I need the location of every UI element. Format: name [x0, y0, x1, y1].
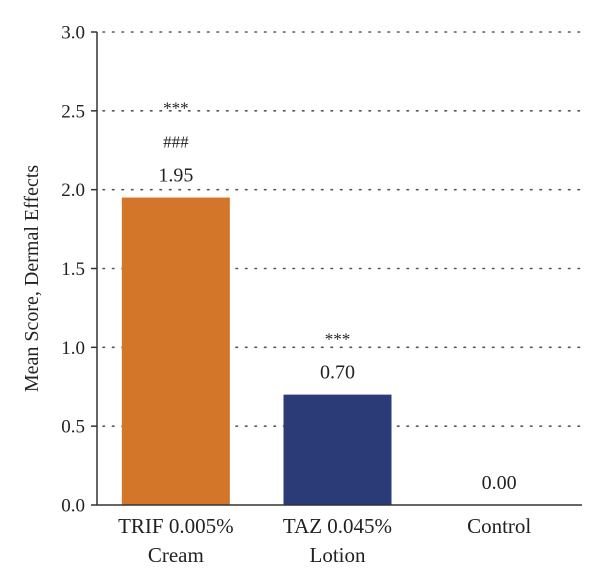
y-tick-label: 3.0: [61, 23, 85, 44]
x-tick-label: Control: [467, 514, 531, 538]
grid-lines: [102, 31, 583, 427]
x-tick-label: Lotion: [310, 543, 366, 567]
x-tick-label: TAZ 0.045%: [283, 514, 392, 538]
data-label: 1.95: [158, 165, 193, 187]
value-labels: 1.95 ### *** 0.70 *** 0.00: [158, 99, 516, 494]
data-label: 0.00: [482, 472, 517, 494]
significance-annotation: ***: [325, 330, 351, 349]
bar: [283, 394, 392, 505]
x-tick-label: TRIF 0.005%: [118, 514, 234, 538]
y-tick-label: 1.0: [61, 338, 85, 359]
y-tick-label: 2.5: [61, 101, 85, 122]
data-label: 0.70: [320, 362, 355, 384]
y-tick-label: 1.5: [61, 259, 85, 280]
y-tick-label: 0.5: [61, 417, 85, 438]
y-axis-label: Mean Score, Dermal Effects: [21, 165, 43, 393]
bar: [121, 197, 230, 506]
y-tick-label: 0.0: [61, 496, 85, 517]
x-axis-labels: TRIF 0.005% Cream TAZ 0.045% Lotion Control: [118, 514, 531, 567]
y-axis-ticks: 0.0 0.5 1.0 1.5 2.0 2.5 3.0: [61, 23, 97, 517]
bars: [121, 197, 392, 506]
significance-annotation: ***: [163, 99, 189, 118]
y-tick-label: 2.0: [61, 180, 85, 201]
x-tick-label: Cream: [148, 543, 204, 567]
significance-annotation: ###: [163, 133, 189, 152]
